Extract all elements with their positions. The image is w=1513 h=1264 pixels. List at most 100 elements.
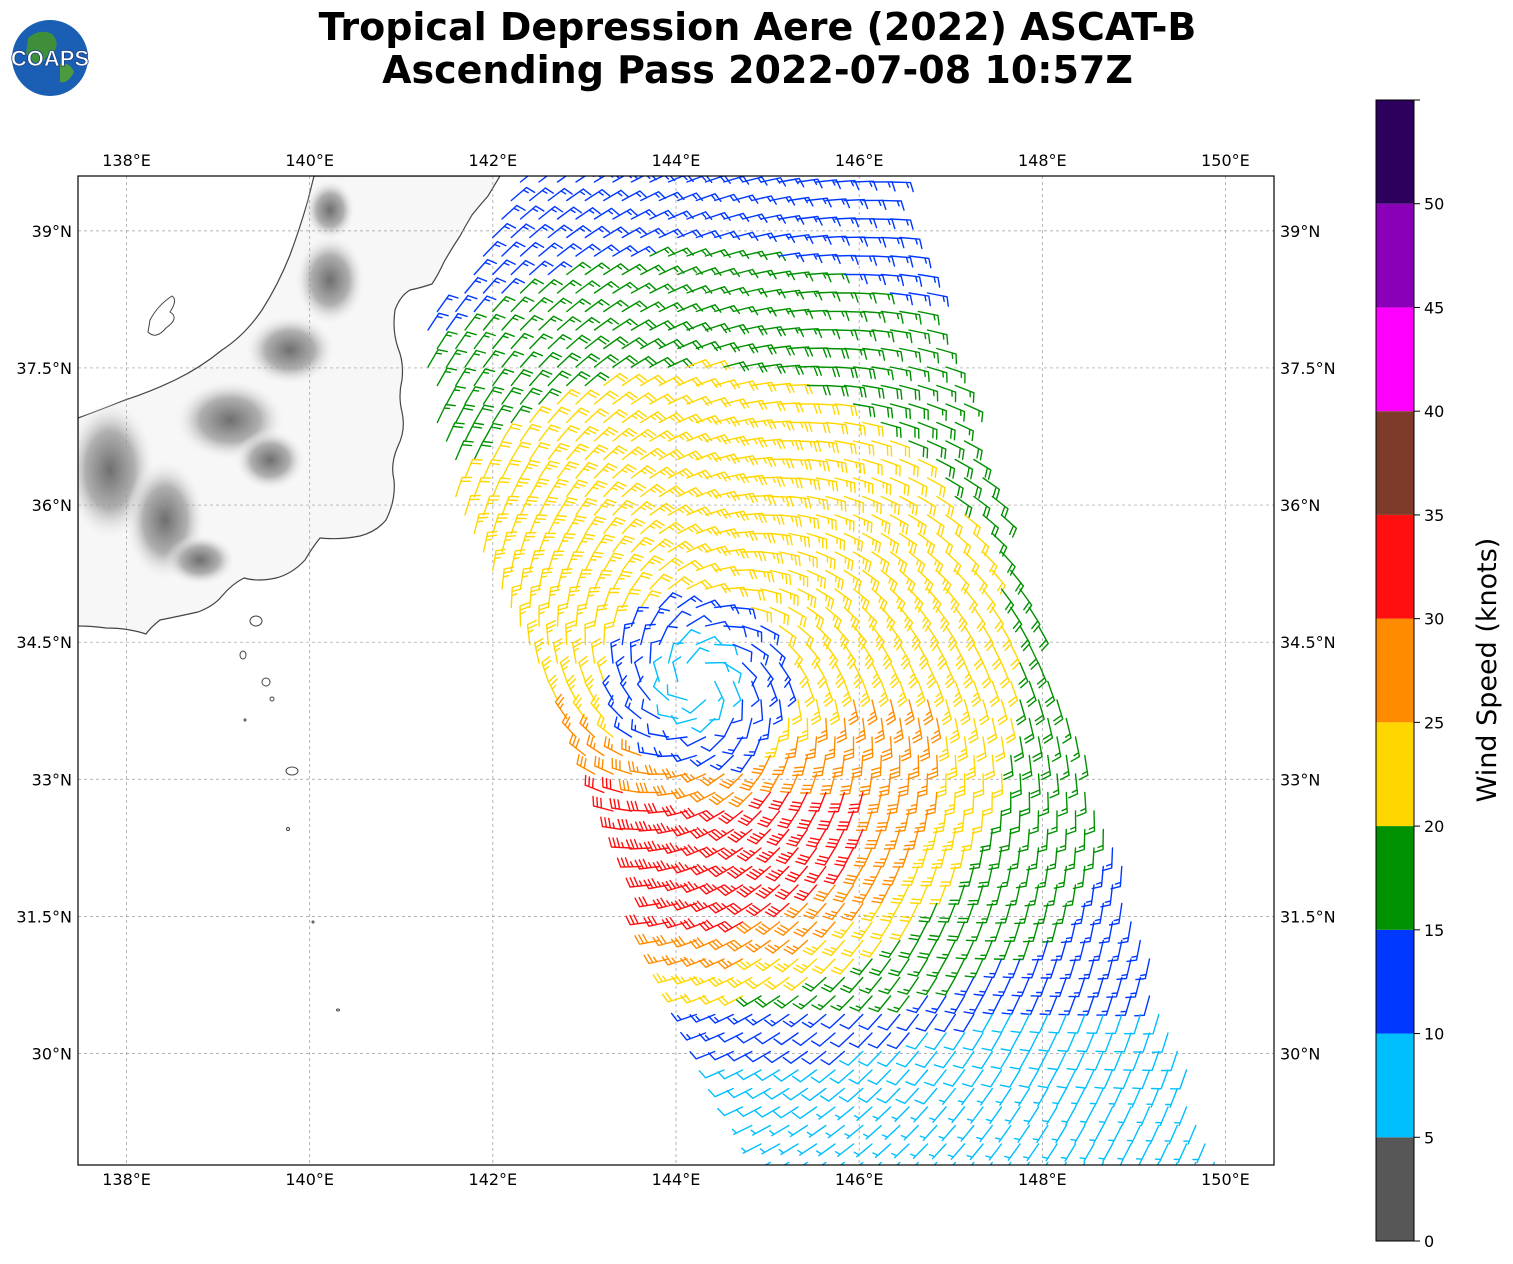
wind-barb <box>788 234 814 244</box>
wind-barb <box>538 351 563 368</box>
wind-barb <box>1037 1069 1058 1089</box>
wind-barb <box>492 404 514 424</box>
wind-barb <box>797 662 809 689</box>
wind-barb <box>717 847 744 860</box>
wind-barb <box>889 625 903 651</box>
lat-tick-label-right: 37.5°N <box>1280 359 1336 378</box>
lon-tick-label-bottom: 142°E <box>469 1170 518 1189</box>
wind-barb <box>736 884 762 898</box>
wind-barb <box>680 881 707 893</box>
wind-barb <box>825 273 850 284</box>
wind-barb <box>769 495 794 507</box>
wind-barb <box>612 281 638 294</box>
wind-barb <box>1108 1124 1123 1144</box>
lon-tick-label-bottom: 138°E <box>102 1170 151 1189</box>
wind-barb <box>670 899 697 911</box>
wind-barb <box>984 921 1003 942</box>
wind-barb <box>862 421 884 438</box>
wind-barb <box>621 263 648 276</box>
wind-barb <box>848 1032 873 1048</box>
wind-barb <box>538 242 564 257</box>
wind-barb <box>689 790 716 803</box>
wind-barb <box>670 974 697 985</box>
wind-barb <box>908 403 929 421</box>
wind-barb <box>994 1124 1012 1143</box>
wind-barb <box>1049 773 1060 799</box>
wind-barb <box>801 1161 808 1165</box>
wind-barb <box>723 548 749 559</box>
wind-barb <box>901 736 912 762</box>
wind-barb <box>1071 902 1086 926</box>
wind-barb <box>995 902 1012 924</box>
wind-barb <box>843 421 867 436</box>
wind-barb <box>754 1069 781 1081</box>
wind-barb <box>867 699 878 726</box>
wind-barb <box>538 279 563 294</box>
wind-barb <box>806 606 825 629</box>
wind-barb <box>802 939 827 956</box>
wind-barb <box>908 477 928 497</box>
wind-barb <box>680 772 707 783</box>
wind-barb <box>1169 1069 1188 1090</box>
wind-barb <box>643 840 670 852</box>
wind-barb <box>797 365 822 377</box>
wind-barb <box>732 680 742 707</box>
wind-barb <box>1034 865 1049 889</box>
wind-barb <box>990 810 1003 835</box>
wind-barb <box>1090 902 1104 926</box>
wind-barb <box>926 292 949 307</box>
wind-barb <box>603 736 623 757</box>
wind-barb <box>935 976 956 996</box>
wind-barb <box>783 976 808 991</box>
wind-barb <box>916 976 938 996</box>
wind-barb <box>769 307 795 318</box>
wind-barb <box>926 477 946 498</box>
wind-barb <box>482 530 498 553</box>
wind-barb <box>806 532 828 550</box>
wind-barb <box>954 976 975 996</box>
wind-barb <box>1059 958 1077 980</box>
wind-barb <box>680 956 707 967</box>
wind-barb <box>625 876 651 888</box>
wind-barb <box>788 495 812 509</box>
wind-barb <box>784 865 808 883</box>
wind-barb <box>899 902 919 923</box>
wind-barb <box>841 902 864 921</box>
colorbar-tick-label: 35 <box>1424 506 1444 525</box>
wind-barb <box>917 384 939 402</box>
title-line-1: Tropical Depression Aere (2022) ASCAT-B <box>318 5 1197 49</box>
wind-barb <box>841 680 852 707</box>
wind-barb <box>529 187 554 202</box>
wind-barb <box>529 514 548 535</box>
wind-barb <box>806 421 831 434</box>
wind-barb <box>813 884 836 902</box>
wind-barb <box>541 656 552 683</box>
wind-barb <box>905 791 919 815</box>
wind-barb <box>584 444 609 461</box>
islands <box>147 295 340 1012</box>
wind-barb <box>1098 1143 1114 1163</box>
wind-barb <box>1107 939 1123 962</box>
wind-barb <box>482 240 507 257</box>
wind-barb <box>547 514 567 535</box>
wind-barb <box>607 695 623 720</box>
wind-barb <box>880 310 904 324</box>
wind-barb <box>667 468 694 479</box>
wind-barb <box>880 532 899 554</box>
wind-barb <box>952 810 966 834</box>
wind-barb <box>834 1106 855 1121</box>
wind-barb <box>936 532 954 556</box>
wind-barb <box>815 440 839 454</box>
wind-barb <box>937 902 956 923</box>
wind-barb <box>769 420 795 431</box>
wind-barb <box>829 1069 855 1084</box>
wind-barb <box>899 458 919 478</box>
wind-barb <box>979 828 993 852</box>
wind-barb <box>804 680 815 707</box>
wind-barb <box>510 477 530 498</box>
wind-barb <box>545 620 557 646</box>
wind-barb <box>723 662 742 684</box>
colorbar-tick-label: 5 <box>1424 1128 1434 1147</box>
wind-barb <box>930 847 947 869</box>
wind-barb <box>473 368 496 387</box>
